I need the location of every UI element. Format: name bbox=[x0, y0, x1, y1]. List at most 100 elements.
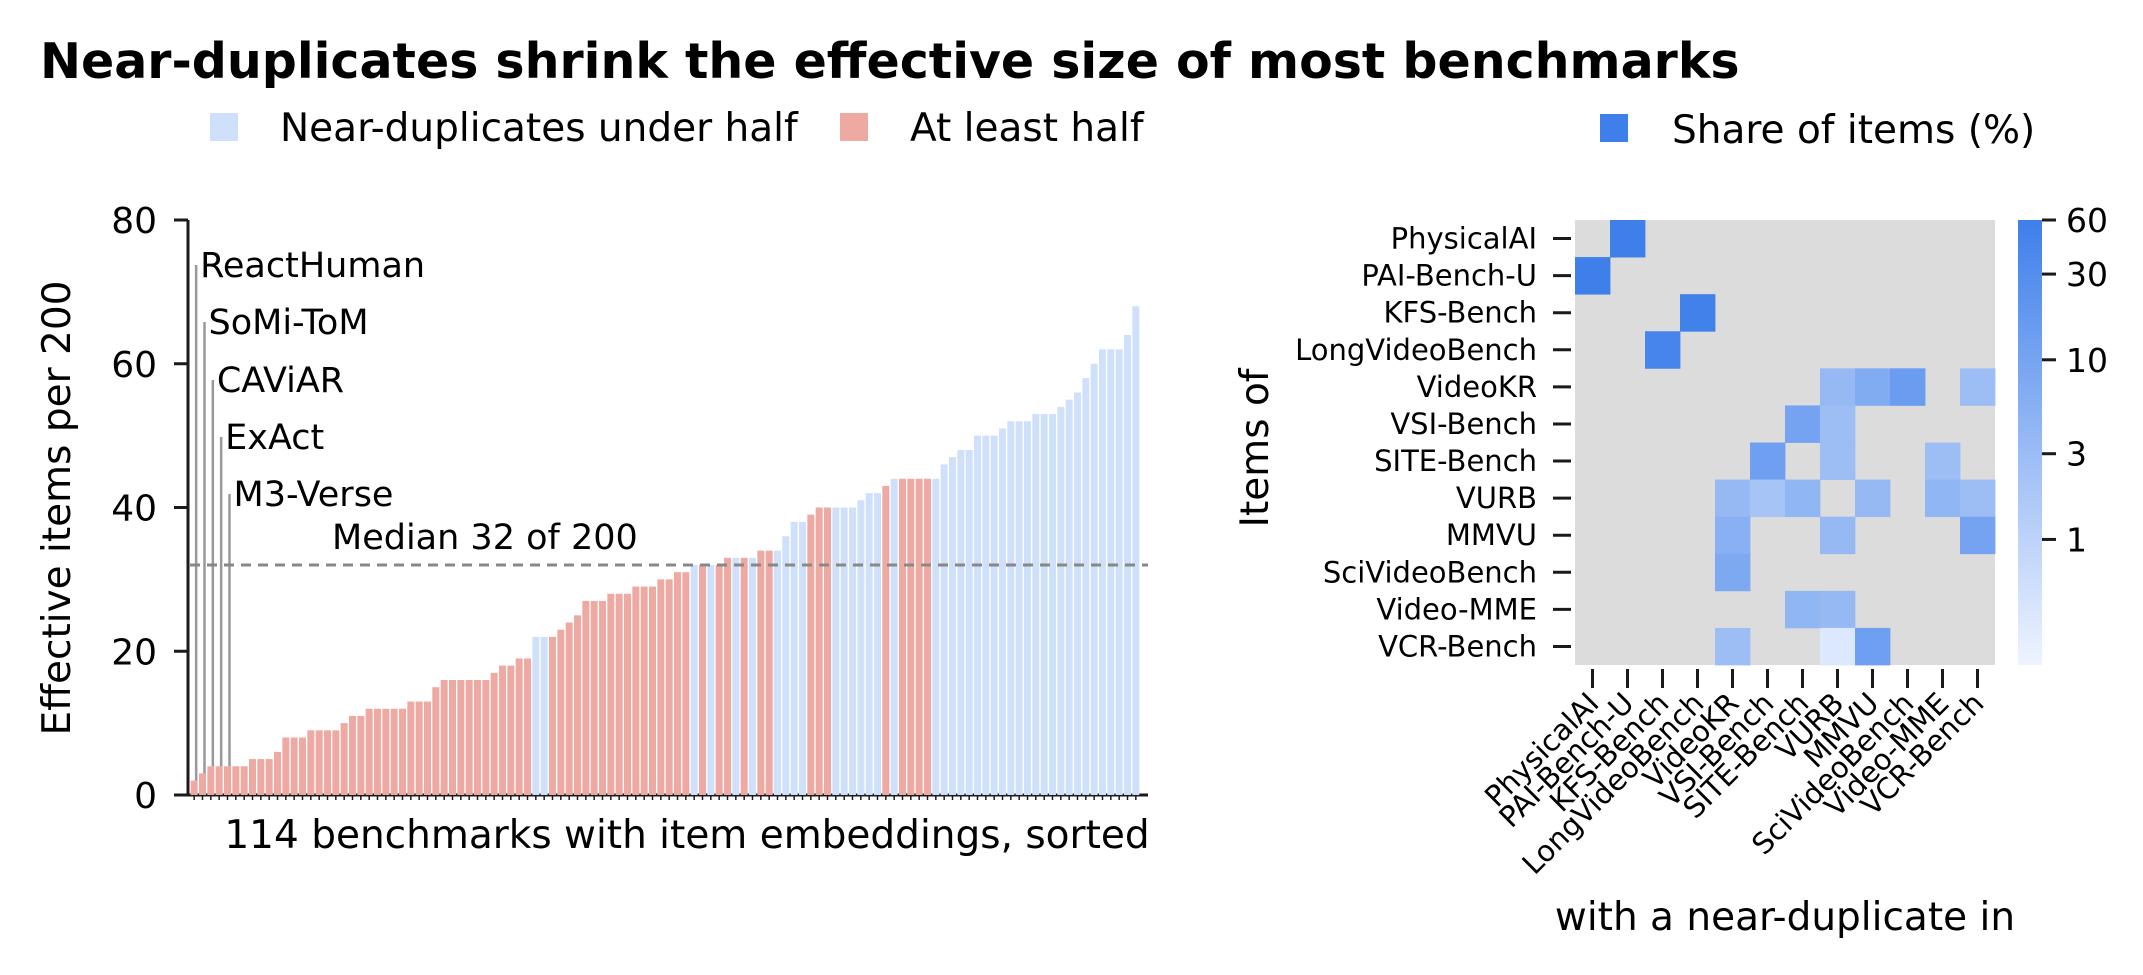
bar bbox=[657, 579, 665, 795]
heatmap-cell bbox=[1960, 479, 1996, 518]
annotation-label: M3-Verse bbox=[234, 475, 394, 515]
bar bbox=[282, 737, 290, 795]
bar bbox=[457, 680, 465, 795]
heatmap-cell bbox=[1715, 479, 1751, 518]
bar bbox=[824, 507, 831, 795]
bar bbox=[849, 507, 856, 795]
heatmap-cell bbox=[1820, 442, 1856, 480]
bar bbox=[815, 507, 823, 795]
bar bbox=[682, 572, 690, 795]
heatmap-cell bbox=[1855, 479, 1891, 518]
bar-y-tick-label: 20 bbox=[111, 632, 157, 673]
heatmap-cell bbox=[1820, 516, 1856, 555]
bar bbox=[365, 708, 373, 795]
bar bbox=[799, 521, 806, 795]
bar bbox=[290, 737, 298, 795]
bar bbox=[465, 680, 473, 795]
bar bbox=[215, 766, 223, 795]
heatmap-cell bbox=[1890, 368, 1926, 406]
bar bbox=[1057, 406, 1065, 795]
heatmap-cell bbox=[1820, 590, 1856, 629]
bar bbox=[940, 464, 948, 795]
heatmap-row-label: SciVideoBench bbox=[1323, 555, 1537, 589]
bar bbox=[1032, 414, 1040, 795]
bar bbox=[865, 493, 873, 795]
bar bbox=[582, 600, 590, 795]
heatmap-cell bbox=[1785, 405, 1821, 443]
heatmap-row-label: VCR-Bench bbox=[1378, 629, 1537, 663]
legend-swatch-under-half bbox=[210, 113, 238, 141]
heatmap-cell bbox=[1925, 442, 1961, 480]
bar bbox=[590, 600, 598, 795]
colorbar-tick-label: 30 bbox=[2066, 255, 2108, 294]
bar bbox=[749, 557, 756, 795]
heatmap-cell bbox=[1715, 516, 1751, 555]
heatmap-cell bbox=[1960, 368, 1996, 406]
legend-label-at-least-half: At least half bbox=[910, 106, 1145, 151]
annotation-label: ExAct bbox=[225, 418, 324, 458]
heatmap-row-label: MMVU bbox=[1446, 518, 1537, 552]
heatmap-cell bbox=[1820, 368, 1856, 406]
bar bbox=[315, 730, 323, 795]
bar bbox=[857, 500, 865, 795]
bar bbox=[299, 737, 306, 795]
bar bbox=[807, 514, 815, 795]
bar bbox=[999, 428, 1006, 795]
bar-y-tick-label: 40 bbox=[111, 489, 157, 530]
bar bbox=[699, 565, 706, 795]
heatmap-cell bbox=[1645, 331, 1681, 369]
bar bbox=[840, 507, 848, 795]
heatmap-cell bbox=[1750, 479, 1786, 518]
bar bbox=[332, 730, 340, 795]
bar bbox=[890, 478, 898, 795]
bar bbox=[740, 557, 748, 795]
heatmap-cell bbox=[1925, 479, 1961, 518]
median-label: Median 32 of 200 bbox=[332, 518, 638, 558]
bar bbox=[549, 636, 556, 795]
bar bbox=[724, 557, 731, 795]
bar bbox=[924, 478, 931, 795]
bar bbox=[1107, 349, 1115, 795]
bar bbox=[274, 751, 281, 795]
bar bbox=[415, 701, 423, 795]
bar bbox=[574, 615, 581, 795]
heatmap-row-label: VURB bbox=[1456, 481, 1537, 515]
bar bbox=[1132, 306, 1140, 795]
bar bbox=[515, 658, 523, 795]
heatmap-cell bbox=[1575, 257, 1611, 295]
heatmap-row-label: LongVideoBench bbox=[1295, 333, 1537, 367]
bar-y-tick-label: 0 bbox=[134, 776, 157, 817]
bar bbox=[707, 565, 715, 795]
legend-label-under-half: Near-duplicates under half bbox=[280, 106, 799, 151]
annotation-label: CAViAR bbox=[217, 361, 344, 401]
heatmap-cell bbox=[1855, 368, 1891, 406]
bar bbox=[499, 665, 506, 795]
legend-swatch-at-least-half bbox=[840, 113, 868, 141]
bar bbox=[524, 658, 531, 795]
bar bbox=[957, 450, 965, 795]
bar bbox=[640, 586, 648, 795]
bar bbox=[607, 593, 615, 795]
bar bbox=[649, 586, 656, 795]
heatmap-row-label: KFS-Bench bbox=[1384, 296, 1537, 330]
bar bbox=[990, 435, 998, 795]
bar bbox=[257, 759, 265, 795]
colorbar-tick-label: 1 bbox=[2066, 520, 2087, 559]
bar bbox=[599, 600, 606, 795]
bar bbox=[1099, 349, 1106, 795]
bar bbox=[232, 766, 240, 795]
heatmap-row-label: Video-MME bbox=[1376, 592, 1537, 626]
heatmap-cell bbox=[1785, 590, 1821, 629]
bar bbox=[1082, 378, 1090, 795]
bar bbox=[632, 586, 640, 795]
bar bbox=[432, 687, 440, 795]
colorbar-tick-label: 10 bbox=[2066, 341, 2108, 380]
bar bbox=[1065, 399, 1073, 795]
bar bbox=[715, 565, 723, 795]
bar bbox=[390, 708, 398, 795]
heatmap-row-label: SITE-Bench bbox=[1374, 444, 1537, 478]
bar bbox=[349, 715, 356, 795]
heatmap-cell bbox=[1960, 516, 1996, 555]
heatmap-row-label: VSI-Bench bbox=[1390, 407, 1537, 441]
